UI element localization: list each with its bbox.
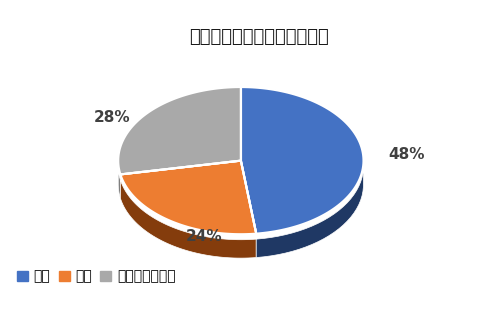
Polygon shape <box>120 180 256 258</box>
Text: 28%: 28% <box>94 110 130 125</box>
Polygon shape <box>118 167 120 198</box>
Polygon shape <box>256 168 363 257</box>
Polygon shape <box>241 87 363 234</box>
Text: 24%: 24% <box>186 229 222 244</box>
Text: ルーミーの燃費の満足度調査: ルーミーの燃費の満足度調査 <box>189 28 329 46</box>
Text: 48%: 48% <box>388 147 424 162</box>
Polygon shape <box>118 87 241 174</box>
Polygon shape <box>120 161 256 234</box>
Legend: 満足, 不満, どちらでもない: 満足, 不満, どちらでもない <box>11 264 181 289</box>
